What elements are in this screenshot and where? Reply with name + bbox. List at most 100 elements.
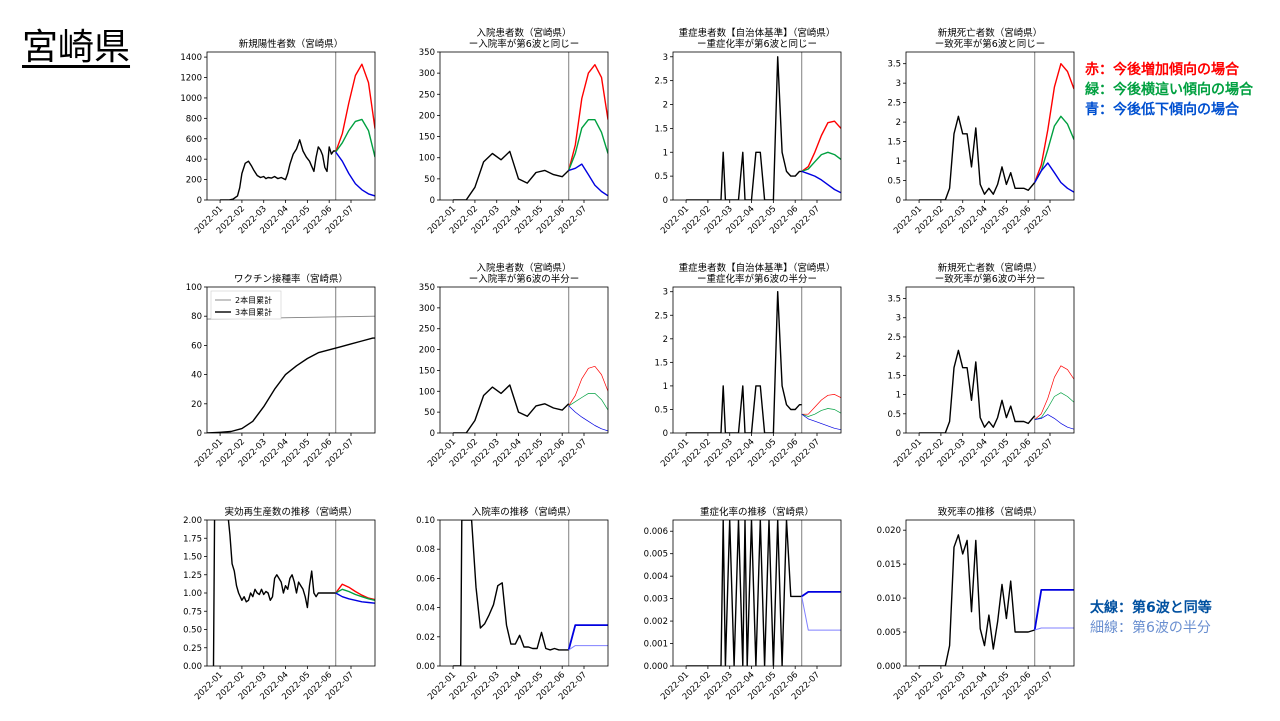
- y-tick-label: 60: [191, 341, 202, 351]
- y-tick-label: 2.5: [887, 99, 901, 109]
- chart-subtitle: ー入院率が第6波の半分ー: [469, 273, 580, 285]
- chart-title: 入院患者数（宮崎県）: [476, 262, 571, 274]
- plot-frame: [672, 286, 842, 434]
- y-tick-label: 1.5: [887, 371, 901, 381]
- vaccine-legend: 2本目累計 3本目累計: [210, 290, 282, 320]
- plot-frame: [439, 286, 609, 434]
- chart-title: ワクチン接種率（宮崎県）: [234, 273, 348, 285]
- y-tick-label: 600: [186, 135, 202, 145]
- dose3-line: [207, 337, 375, 433]
- y-tick-label: 300: [419, 69, 435, 79]
- projection-blue-line: [568, 163, 608, 197]
- y-tick-label: 0.06: [416, 574, 435, 584]
- y-tick-label: 0.02: [416, 633, 435, 643]
- y-tick-label: 350: [419, 48, 435, 58]
- chart-panel-2: 入院患者数（宮崎県）ー入院率が第6波と同じー 0 50 100 150 200 250 300…: [419, 27, 609, 236]
- history-line: [453, 150, 570, 200]
- y-tick-label: 200: [186, 176, 202, 186]
- projection-blue-line: [1034, 162, 1074, 193]
- y-tick-label: 0.003: [644, 595, 668, 605]
- projection-thick-line: [1033, 589, 1074, 631]
- y-tick-label: 0.000: [877, 662, 901, 672]
- projection-green-line: [801, 408, 841, 417]
- chart-panel-8: 新規死亡者数（宮崎県）ー致死率が第6波の半分ー00.511.522.533.52…: [887, 262, 1075, 469]
- y-tick-label: 3: [896, 79, 901, 89]
- legend-label: 3本目累計: [235, 307, 272, 317]
- chart-title: 新規死亡者数（宮崎県）: [938, 27, 1043, 39]
- projection-thick-line: [567, 624, 608, 651]
- chart-title: 実効再生産数の推移（宮崎県）: [224, 506, 357, 518]
- y-tick-label: 0: [896, 196, 901, 206]
- chart-title: 重症化率の推移（宮崎県）: [700, 506, 814, 518]
- y-tick-label: 0.5: [654, 172, 668, 182]
- y-tick-label: 0.004: [644, 572, 668, 582]
- y-tick-label: 50: [424, 408, 435, 418]
- projection-thick-line: [801, 591, 841, 598]
- legend-thick-line: 太線：第6波と同等: [1090, 600, 1212, 616]
- y-tick-label: 0.001: [644, 640, 668, 650]
- y-tick-label: 0.5: [654, 405, 668, 415]
- projection-green-line: [1034, 392, 1074, 420]
- chart-panel-11: 重症化率の推移（宮崎県） 0.000 0.001 0.002 0.003 0.004 0.0…: [644, 506, 842, 702]
- projection-blue-line: [335, 151, 375, 197]
- y-tick-label: 150: [419, 366, 435, 376]
- line-width-legend: 太線：第6波と同等 細線：第6波の半分: [1090, 598, 1212, 638]
- plot-frame: [206, 286, 376, 434]
- projection-red-line: [1034, 365, 1074, 420]
- y-tick-label: 1.5: [654, 358, 668, 368]
- chart-subtitle: ー致死率が第6波の半分ー: [935, 273, 1046, 285]
- projection-green-line: [801, 151, 841, 173]
- y-tick-label: 0.006: [644, 527, 668, 537]
- y-tick-label: 0.04: [416, 604, 435, 614]
- projection-blue-line: [801, 170, 841, 194]
- y-tick-label: 2.5: [887, 333, 901, 343]
- y-tick-label: 0.5: [887, 410, 901, 420]
- history-line: [686, 56, 802, 200]
- y-tick-label: 0.000: [644, 662, 668, 672]
- y-tick-label: 2.5: [654, 77, 668, 87]
- y-tick-label: 2: [896, 352, 901, 362]
- y-tick-label: 0.005: [644, 550, 668, 560]
- y-tick-label: 3: [896, 314, 901, 324]
- chart-panel-6: 入院患者数（宮崎県）ー入院率が第6波の半分ー 0 50 100 150 200 250 300…: [419, 262, 609, 469]
- chart-title: 新規陽性者数（宮崎県）: [239, 38, 344, 50]
- y-tick-label: 0.010: [877, 594, 901, 604]
- chart-panel-3: 重症患者数【自治体基準】（宮崎県）ー重症化率が第6波と同じー 0 0.5 1 1.5 2 2…: [654, 27, 842, 236]
- y-tick-label: 0: [663, 429, 668, 439]
- y-tick-label: 0: [896, 429, 901, 439]
- y-tick-label: 1.25: [183, 571, 202, 581]
- projection-thin-line: [568, 645, 608, 651]
- chart-panel-10: 入院率の推移（宮崎県）0.000.020.040.060.080.102022-…: [416, 506, 609, 702]
- y-tick-label: 250: [419, 325, 435, 335]
- y-tick-label: 0.10: [416, 516, 435, 526]
- y-tick-label: 0.020: [877, 526, 901, 536]
- chart-panel-1: 新規陽性者数（宮崎県）02004006008001000120014002022…: [180, 38, 376, 236]
- y-tick-label: 1: [896, 391, 901, 401]
- projection-thin-line: [801, 596, 841, 631]
- chart-title: 新規死亡者数（宮崎県）: [938, 262, 1043, 274]
- projection-blue-line: [568, 405, 608, 432]
- projection-green-line: [568, 119, 608, 171]
- y-tick-label: 2.5: [654, 311, 668, 321]
- y-tick-label: 100: [419, 387, 435, 397]
- y-tick-label: 3.5: [887, 295, 901, 305]
- y-tick-label: 80: [191, 312, 202, 322]
- scenario-legend: 赤：今後増加傾向の場合 緑：今後横這い傾向の場合 青：今後低下傾向の場合: [1085, 60, 1253, 120]
- projection-red-line: [335, 583, 375, 601]
- y-tick-label: 1.00: [183, 589, 202, 599]
- projection-red-line: [1034, 63, 1074, 183]
- y-tick-label: 0.00: [416, 662, 435, 672]
- chart-title: 致死率の推移（宮崎県）: [938, 506, 1043, 518]
- history-line: [453, 384, 570, 433]
- plot-frame: [672, 51, 842, 201]
- chart-subtitle: ー入院率が第6波と同じー: [469, 38, 580, 50]
- history-line: [453, 520, 569, 666]
- y-tick-label: 1.5: [654, 124, 668, 134]
- y-tick-label: 0.015: [877, 560, 901, 570]
- chart-panel-4: 新規死亡者数（宮崎県）ー致死率が第6波と同じー00.511.522.533.52…: [887, 27, 1075, 236]
- y-tick-label: 200: [419, 111, 435, 121]
- projection-red-line: [801, 120, 841, 172]
- projection-green-line: [335, 588, 375, 601]
- y-tick-label: 3: [663, 53, 668, 63]
- chart-panel-7: 重症患者数【自治体基準】（宮崎県）ー重症化率が第6波の半分ー 0 0.5 1 1.5 2 2…: [654, 262, 842, 469]
